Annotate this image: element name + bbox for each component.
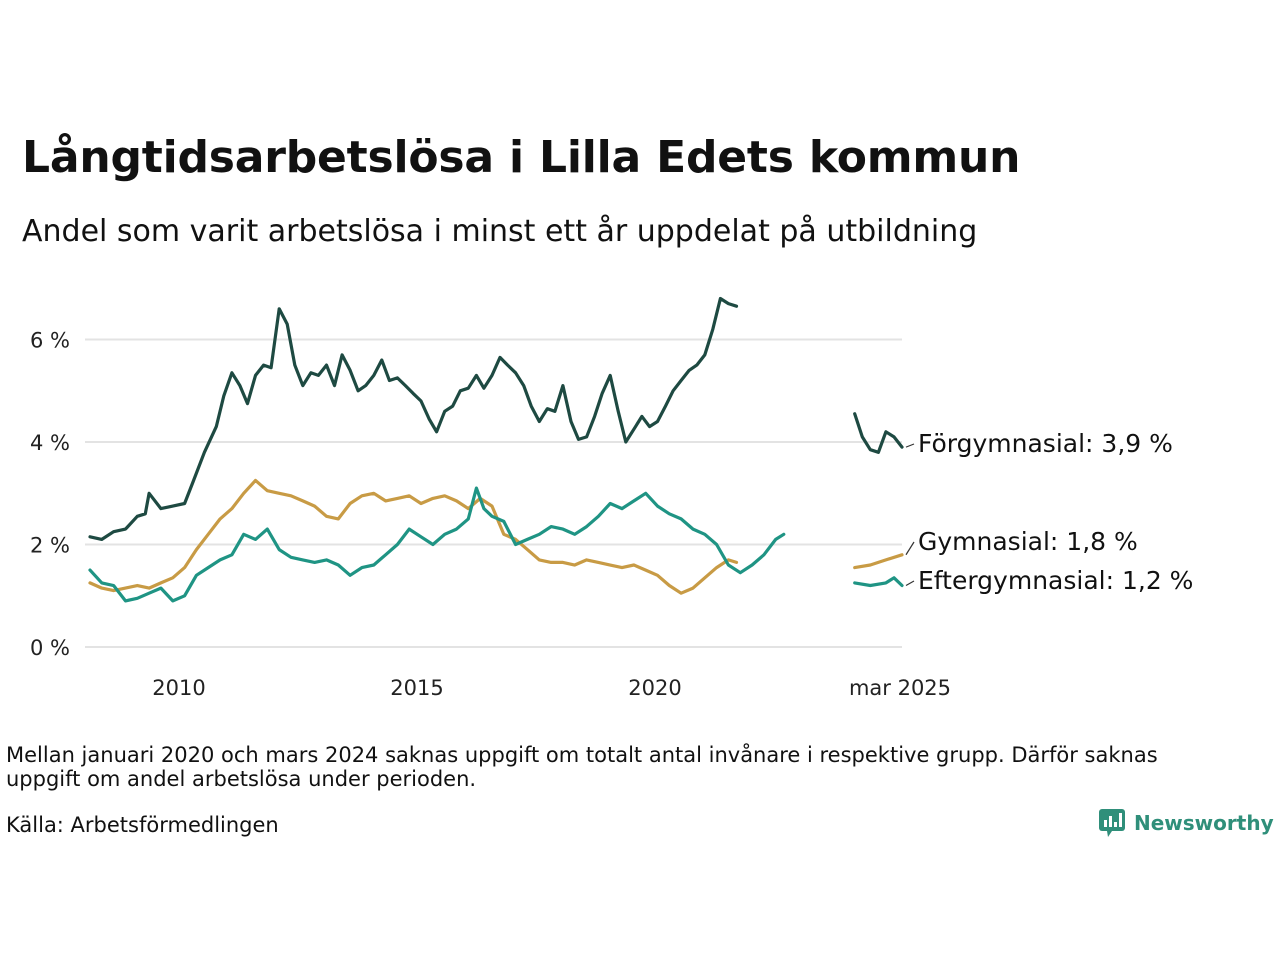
series-line-förgymnasial: [88, 296, 739, 541]
label-connector: [905, 580, 915, 587]
series-line-gymnasial: [853, 553, 904, 570]
series-line-gymnasial: [88, 478, 739, 595]
x-axis: 2010 2015 2020 mar 2025: [152, 676, 951, 700]
x-tick-label: mar 2025: [849, 676, 951, 700]
y-tick-label: 0 %: [30, 636, 70, 660]
x-tick-label: 2020: [628, 676, 681, 700]
y-tick-label: 6 %: [30, 329, 70, 353]
series-end-label: Gymnasial: 1,8 %: [918, 527, 1138, 556]
chart-title: Långtidsarbetslösa i Lilla Edets kommun: [22, 132, 1021, 183]
series-line-förgymnasial: [853, 412, 904, 454]
brand-name: Newsworthy: [1134, 811, 1274, 835]
chart-subtitle: Andel som varit arbetslösa i minst ett å…: [22, 214, 978, 249]
series-lines: [88, 296, 904, 603]
label-connector: [905, 443, 915, 448]
series-end-label: Eftergymnasial: 1,2 %: [918, 566, 1193, 595]
newsworthy-logo: Newsworthy: [1098, 808, 1274, 838]
footnote: Mellan januari 2020 och mars 2024 saknas…: [6, 743, 1158, 791]
x-tick-label: 2015: [390, 676, 443, 700]
label-connector: [905, 541, 915, 556]
grid-lines: [85, 338, 902, 648]
series-line-eftergymnasial: [88, 486, 786, 603]
series-end-label: Förgymnasial: 3,9 %: [918, 429, 1173, 458]
source-text: Källa: Arbetsförmedlingen: [6, 813, 279, 837]
y-axis: 0 % 2 % 4 % 6 %: [30, 329, 70, 661]
series-line-eftergymnasial: [853, 576, 904, 588]
x-tick-label: 2010: [152, 676, 205, 700]
y-tick-label: 2 %: [30, 534, 70, 558]
end-labels: Förgymnasial: 3,9 % Gymnasial: 1,8 % Efter…: [905, 429, 1193, 595]
y-tick-label: 4 %: [30, 431, 70, 455]
newsworthy-logo-icon: [1099, 809, 1125, 837]
